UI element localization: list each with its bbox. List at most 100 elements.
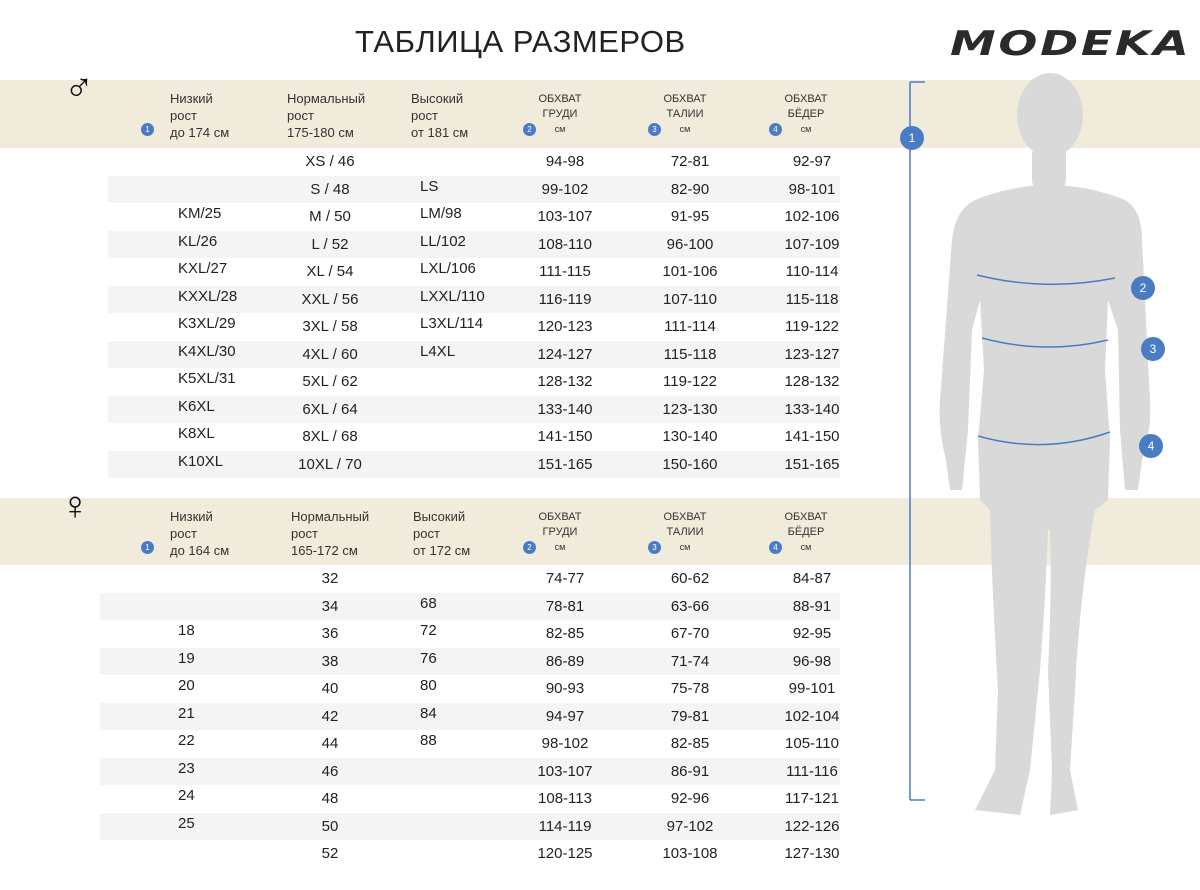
- cell-waist: 82-90: [670, 180, 710, 198]
- cell-hips: 127-130: [784, 845, 840, 862]
- header-high: Высокий рост от 172 см: [413, 508, 470, 559]
- header-low: Низкий рост до 174 см: [170, 90, 229, 141]
- table-row: K4XL/30 4XL / 60 L4XL 124-127 115-118 123-127: [108, 340, 840, 368]
- marker-2-icon: 2: [523, 541, 536, 554]
- cell-chest: 124-127: [537, 345, 593, 363]
- header-low-line: до 174 см: [170, 125, 230, 140]
- header-high-line: рост: [413, 526, 440, 541]
- cell-waist: 101-106: [662, 263, 718, 280]
- cell-waist: 92-96: [670, 790, 710, 807]
- table-row: KXXL/28 XXL / 56 LXXL/110 116-119 107-110 115…: [108, 285, 840, 313]
- header-chest: ОБХВАТ ГРУДИ см: [525, 510, 595, 555]
- cell-low-size: 25: [178, 814, 195, 832]
- header-chest-line: ГРУДИ: [542, 108, 578, 120]
- cell-low-size: K8XL: [178, 425, 215, 442]
- cell-high-size: L3XL/114: [420, 315, 484, 332]
- cell-chest: 108-113: [538, 790, 592, 807]
- cell-high-size: LL/102: [420, 232, 466, 250]
- cell-normal-size: XS / 46: [305, 153, 355, 170]
- cell-waist: 79-81: [670, 707, 710, 725]
- cell-hips: 123-127: [784, 345, 840, 363]
- measurement-lines: [909, 81, 1116, 801]
- cell-normal-size: XL / 54: [306, 263, 354, 280]
- cell-high-size: L4XL: [420, 342, 456, 360]
- table-row: 20 40 80 90-93 75-78 99-101: [100, 675, 840, 702]
- header-hips-line: БЁДЕР: [787, 526, 825, 538]
- cell-waist: 91-95: [670, 208, 710, 225]
- table-row: K6XL 6XL / 64 133-140 123-130 133-140: [108, 395, 840, 423]
- cell-normal-size: 34: [321, 597, 339, 615]
- cell-high-size: 80: [420, 677, 437, 694]
- cell-chest: 94-98: [545, 153, 585, 170]
- cell-hips: 107-109: [784, 235, 840, 253]
- cell-normal-size: 6XL / 64: [302, 400, 358, 418]
- table-row: 22 44 88 98-102 82-85 105-110: [100, 730, 840, 757]
- cell-hips: 96-98: [792, 652, 832, 670]
- header-low-line: до 164 см: [170, 543, 230, 558]
- header-low-line: Низкий: [170, 91, 213, 106]
- cell-chest: 86-89: [545, 652, 585, 670]
- cell-waist: 63-66: [670, 597, 710, 615]
- header-normal: Нормальный рост 165-172 см: [291, 508, 369, 559]
- page-title: ТАБЛИЦА РАЗМЕРОВ: [355, 24, 686, 59]
- header-chest-line: ОБХВАТ: [538, 93, 582, 105]
- cell-chest: 120-125: [537, 845, 593, 862]
- cell-normal-size: 32: [321, 570, 339, 587]
- cell-normal-size: 4XL / 60: [302, 345, 358, 363]
- table-row: K5XL/31 5XL / 62 128-132 119-122 128-132: [108, 368, 840, 395]
- cell-chest: 114-119: [538, 817, 592, 835]
- cell-chest: 94-97: [545, 707, 585, 725]
- table-row: XS / 46 94-98 72-81 92-97: [108, 148, 840, 175]
- header-high-line: Высокий: [413, 509, 466, 524]
- cell-normal-size: M / 50: [309, 208, 351, 225]
- marker-2-icon: 2: [523, 123, 536, 136]
- header-normal-line: 165-172 см: [291, 543, 358, 558]
- marker-1-icon: 1: [141, 541, 154, 554]
- table-row: 24 48 108-113 92-96 117-121: [100, 785, 840, 812]
- cell-waist: 67-70: [670, 625, 710, 642]
- cell-normal-size: XXL / 56: [301, 290, 359, 308]
- cell-normal-size: 52: [321, 845, 339, 862]
- header-hips-line: см: [800, 542, 812, 552]
- cell-waist: 86-91: [670, 762, 710, 780]
- cell-waist: 107-110: [663, 290, 717, 308]
- cell-normal-size: 10XL / 70: [298, 455, 362, 473]
- header-waist-line: см: [679, 542, 691, 552]
- cell-low-size: 22: [178, 732, 195, 749]
- cell-chest: 151-165: [537, 455, 593, 473]
- height-marker-1: 1: [900, 126, 924, 150]
- men-header-band: [0, 80, 1200, 148]
- cell-hips: 111-116: [786, 762, 838, 780]
- cell-high-size: LXXL/110: [420, 287, 485, 305]
- cell-normal-size: 5XL / 62: [302, 373, 358, 390]
- cell-chest: 111-115: [539, 263, 591, 280]
- cell-low-size: 18: [178, 622, 195, 639]
- cell-waist: 75-78: [670, 680, 710, 697]
- table-row: K3XL/29 3XL / 58 L3XL/114 120-123 111-114 119…: [108, 313, 840, 340]
- table-row: K10XL 10XL / 70 151-165 150-160 151-165: [108, 450, 840, 478]
- cell-low-size: 23: [178, 759, 195, 777]
- cell-high-size: 76: [420, 649, 437, 667]
- marker-3-icon: 3: [648, 541, 661, 554]
- cell-low-size: KXXL/28: [178, 287, 238, 305]
- cell-hips: 102-106: [784, 208, 840, 225]
- header-hips-line: БЁДЕР: [787, 108, 825, 120]
- cell-hips: 115-118: [785, 290, 839, 308]
- header-high: Высокий рост от 181 см: [411, 90, 468, 141]
- header-hips-line: см: [800, 124, 812, 134]
- cell-normal-size: 50: [321, 817, 339, 835]
- header-normal-line: 175-180 см: [287, 125, 354, 140]
- cell-hips: 92-97: [792, 153, 832, 170]
- cell-low-size: K6XL: [178, 397, 215, 415]
- cell-low-size: KL/26: [178, 232, 218, 250]
- table-row: 19 38 76 86-89 71-74 96-98: [100, 647, 840, 675]
- header-low-line: Низкий: [170, 509, 213, 524]
- cell-waist: 60-62: [670, 570, 710, 587]
- cell-high-size: LS: [420, 177, 439, 195]
- cell-low-size: 24: [178, 787, 195, 804]
- cell-chest: 99-102: [541, 180, 589, 198]
- table-row: KXL/27 XL / 54 LXL/106 111-115 101-106 110-11…: [108, 258, 840, 285]
- waist-marker-3: 3: [1141, 337, 1165, 361]
- header-waist: ОБХВАТ ТАЛИИ см: [650, 510, 720, 555]
- cell-chest: 103-107: [537, 208, 593, 225]
